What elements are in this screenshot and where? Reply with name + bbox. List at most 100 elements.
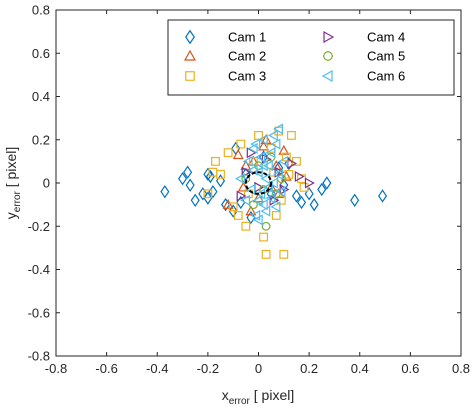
legend: Cam 1 Cam 2 Cam 3 Cam 4 Cam 5 Cam 6 xyxy=(167,19,455,96)
data-point xyxy=(257,160,268,172)
axis-ticks: -0.8 -0.6 -0.4 -0.2 0 0.2 0.4 0.6 0.8 -0.8 -0.6 -0.… xyxy=(28,3,470,377)
data-point xyxy=(190,193,200,207)
data-point xyxy=(258,140,270,151)
x-tick-label: 0.2 xyxy=(300,361,318,376)
data-point xyxy=(249,156,258,166)
legend-box xyxy=(167,19,455,96)
y-axis-label: yerror [ pixel] xyxy=(3,147,23,219)
data-point xyxy=(281,152,291,162)
legend-item: Cam 4 xyxy=(323,30,405,45)
legend-label: Cam 2 xyxy=(228,49,266,64)
data-point xyxy=(178,171,188,186)
data-point xyxy=(265,147,276,159)
x-tick-label: -0.2 xyxy=(197,361,219,376)
data-point xyxy=(203,189,213,199)
legend-marker xyxy=(321,69,333,83)
data-point xyxy=(245,205,257,216)
legend-marker xyxy=(185,29,195,45)
data-point xyxy=(377,189,388,203)
dashed-circle xyxy=(244,171,273,195)
data-point xyxy=(291,189,302,203)
data-point xyxy=(205,169,215,184)
x-tick-label: 0.6 xyxy=(401,361,419,376)
y-tick-label: 0.2 xyxy=(32,132,50,147)
x-tick-label: -0.4 xyxy=(146,361,168,376)
data-point xyxy=(250,138,261,150)
legend-marker xyxy=(183,49,197,61)
legend-label: Cam 1 xyxy=(228,30,266,45)
data-point xyxy=(279,178,289,192)
data-point xyxy=(246,147,257,159)
data-point xyxy=(242,155,253,167)
data-point xyxy=(322,176,332,190)
y-tick-label: -0.2 xyxy=(28,219,50,234)
data-point xyxy=(260,205,271,217)
y-tick-label: -0.8 xyxy=(28,349,50,364)
y-tick-label: 0.6 xyxy=(32,46,50,61)
x-tick-label: 0.4 xyxy=(351,361,369,376)
legend-item: Cam 1 xyxy=(185,29,266,45)
data-point xyxy=(236,190,247,202)
data-point xyxy=(274,161,284,175)
data-point xyxy=(223,148,233,158)
data-point xyxy=(247,142,258,154)
y-tick-label: 0.4 xyxy=(32,89,50,104)
x-tick-label: 0 xyxy=(255,361,262,376)
data-point xyxy=(241,221,251,231)
data-point xyxy=(273,168,283,180)
data-point xyxy=(262,160,273,172)
data-point xyxy=(228,202,238,212)
data-point xyxy=(284,169,294,179)
data-point xyxy=(259,232,268,242)
data-point xyxy=(211,156,220,166)
data-point xyxy=(216,169,225,179)
data-point xyxy=(252,214,263,226)
legend-item: Cam 3 xyxy=(185,69,266,84)
data-point xyxy=(350,193,360,207)
data-point xyxy=(261,221,271,231)
legend-marker xyxy=(323,30,335,44)
data-point xyxy=(236,139,246,149)
data-point xyxy=(250,209,261,221)
data-point xyxy=(198,187,208,201)
data-point xyxy=(254,131,263,140)
data-point xyxy=(266,187,276,201)
data-point xyxy=(221,197,231,212)
data-point xyxy=(317,182,327,197)
y-tick-label: -0.4 xyxy=(28,262,50,277)
data-point xyxy=(255,188,266,200)
legend-label: Cam 4 xyxy=(367,30,405,45)
data-point xyxy=(270,159,282,170)
x-tick-label: 0.8 xyxy=(452,361,470,376)
data-point xyxy=(215,174,226,188)
y-tick-label: 0 xyxy=(43,176,50,191)
data-point xyxy=(235,173,245,185)
legend-label: Cam 6 xyxy=(367,69,405,84)
data-point xyxy=(255,151,266,163)
data-point xyxy=(237,181,249,192)
data-point xyxy=(278,144,290,155)
data-point xyxy=(236,195,246,210)
data-point xyxy=(273,123,283,135)
data-point xyxy=(183,165,193,179)
data-points xyxy=(160,123,388,259)
data-point xyxy=(252,194,263,206)
data-point xyxy=(228,204,238,218)
center-annotation xyxy=(244,171,273,195)
data-point xyxy=(233,211,243,220)
legend-marker xyxy=(323,51,333,61)
data-point xyxy=(185,178,195,192)
data-point xyxy=(232,149,244,160)
data-point xyxy=(309,197,319,212)
data-point xyxy=(296,195,307,210)
data-point xyxy=(261,249,271,259)
data-point xyxy=(257,134,268,146)
legend-item: Cam 2 xyxy=(183,49,266,64)
data-point xyxy=(275,186,286,198)
data-point xyxy=(271,211,281,220)
data-point xyxy=(270,201,281,213)
data-point xyxy=(286,131,296,140)
data-point xyxy=(267,129,278,141)
data-point xyxy=(279,249,289,259)
data-point xyxy=(203,167,213,182)
